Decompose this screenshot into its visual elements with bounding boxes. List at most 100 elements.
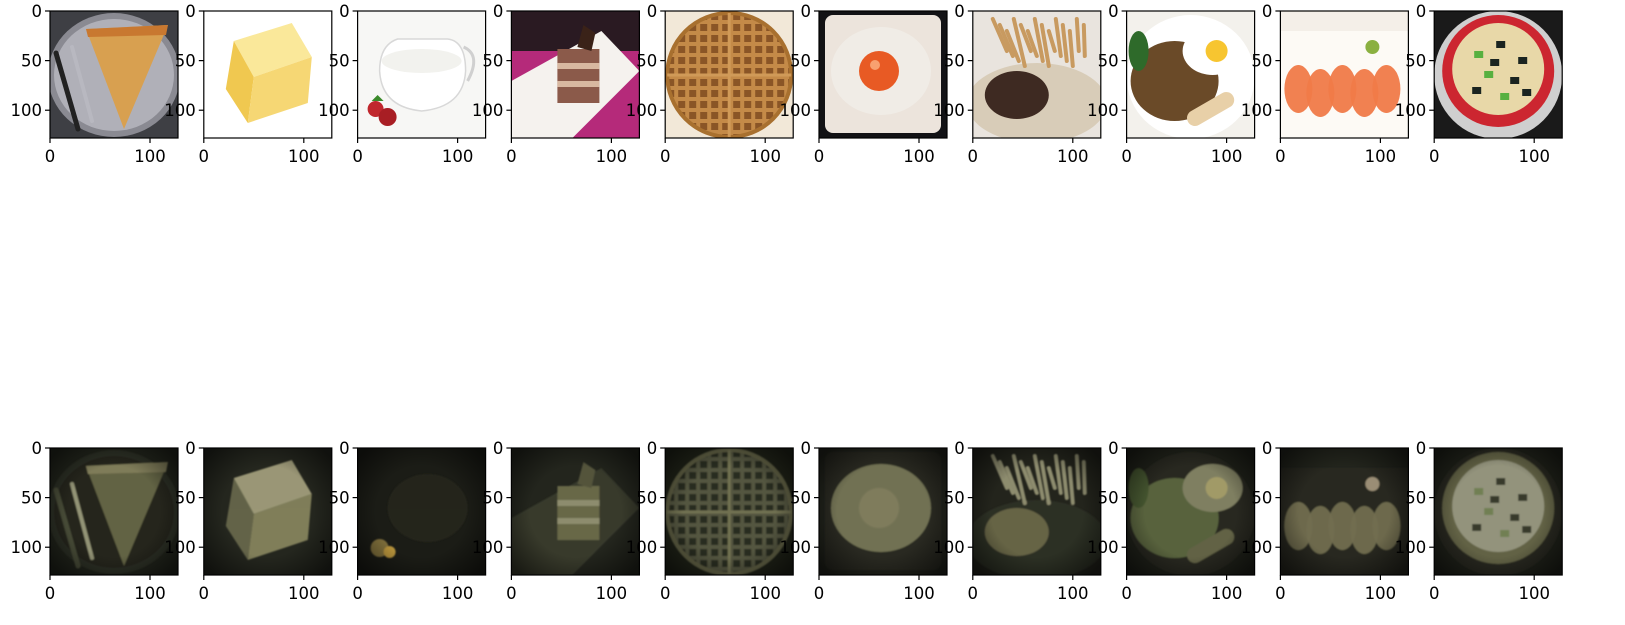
y-tick-label: 50 (790, 52, 811, 71)
reconstructed-panel-0: 0 100 0 50 100 (11, 439, 179, 603)
x-tick-label: 100 (596, 584, 628, 603)
reconstructed-panel-8-axes-frame (1279, 447, 1410, 576)
x-tick-label: 100 (903, 147, 935, 166)
x-tick-label: 100 (288, 584, 320, 603)
reconstructed-panel-6: 0 100 0 50 100 (933, 439, 1102, 603)
chocolate-cake-image (511, 11, 640, 138)
x-tick-label: 0 (1275, 147, 1286, 166)
y-tick-label: 100 (780, 538, 812, 557)
noodles-with-egg-image (1126, 11, 1255, 138)
x-tick-label: 100 (1365, 584, 1397, 603)
reconstruction-pizza-image (50, 448, 178, 575)
original-panel-7: 0 100 0 50 100 (1087, 2, 1256, 166)
y-tick-label: 100 (933, 538, 965, 557)
original-panel-4: 0 100 0 50 100 (626, 2, 794, 166)
y-tick-label: 100 (1087, 101, 1119, 120)
y-tick-label: 100 (1241, 538, 1273, 557)
y-tick-label: 50 (482, 489, 503, 508)
x-tick-label: 100 (1057, 147, 1089, 166)
reconstruction-butter-image (203, 448, 332, 575)
x-tick-label: 0 (506, 147, 517, 166)
reconstructed-panel-6-axes-frame (972, 447, 1102, 576)
x-tick-label: 100 (749, 584, 781, 603)
y-tick-label: 0 (1416, 2, 1427, 21)
reconstruction-egg-image (819, 448, 947, 575)
y-tick-label: 50 (636, 52, 657, 71)
original-panel-1: 0 100 0 50 100 (164, 2, 333, 166)
x-tick-label: 100 (134, 584, 166, 603)
x-tick-label: 0 (660, 147, 671, 166)
y-tick-label: 100 (1395, 538, 1427, 557)
x-tick-label: 0 (1275, 584, 1286, 603)
y-tick-label: 50 (482, 52, 503, 71)
x-tick-label: 0 (45, 584, 56, 603)
x-tick-label: 100 (288, 147, 320, 166)
steak-with-fries-image (972, 11, 1101, 138)
y-tick-label: 50 (1098, 489, 1119, 508)
salmon-sashimi-image (1280, 11, 1409, 138)
y-tick-label: 0 (32, 2, 43, 21)
y-tick-label: 50 (790, 489, 811, 508)
original-panel-9-axes-frame (1433, 10, 1563, 139)
y-tick-label: 100 (933, 101, 965, 120)
reconstruction-noodles-image (1126, 448, 1255, 575)
reconstructed-panel-2: 0 100 0 50 100 (318, 439, 487, 603)
reconstructed-panel-2-axes-frame (357, 447, 487, 576)
y-tick-label: 0 (801, 439, 812, 458)
y-tick-label: 100 (472, 101, 504, 120)
reconstruction-steak-image (972, 448, 1101, 575)
x-tick-label: 0 (814, 147, 825, 166)
y-tick-label: 50 (175, 489, 196, 508)
original-panel-6: 0 100 0 50 100 (933, 2, 1102, 166)
original-panel-8: 0 100 0 50 100 (1241, 2, 1410, 166)
y-tick-label: 0 (1262, 2, 1273, 21)
y-tick-label: 100 (318, 101, 350, 120)
original-panel-6-axes-frame (972, 10, 1102, 139)
x-tick-label: 100 (1211, 584, 1243, 603)
original-panel-2: 0 100 0 50 100 (318, 2, 487, 166)
x-tick-label: 0 (1429, 584, 1440, 603)
y-tick-label: 100 (472, 538, 504, 557)
y-tick-label: 0 (1108, 2, 1119, 21)
y-tick-label: 100 (11, 538, 43, 557)
y-tick-label: 0 (954, 2, 965, 21)
milk-jug-image (357, 11, 486, 138)
original-panel-9: 0 100 0 50 100 (1395, 2, 1563, 166)
x-tick-label: 0 (1121, 584, 1132, 603)
reconstructed-panel-4: 0 100 0 50 100 (626, 439, 794, 603)
original-panel-2-axes-frame (357, 10, 487, 139)
x-tick-label: 0 (352, 147, 363, 166)
x-tick-label: 100 (1365, 147, 1397, 166)
y-tick-label: 0 (339, 439, 350, 458)
y-tick-label: 0 (1262, 439, 1273, 458)
y-tick-label: 50 (21, 489, 42, 508)
x-tick-label: 100 (134, 147, 166, 166)
x-tick-label: 100 (596, 147, 628, 166)
y-tick-label: 0 (1108, 439, 1119, 458)
original-panel-1-axes-frame (203, 10, 333, 139)
x-tick-label: 0 (814, 584, 825, 603)
x-tick-label: 0 (506, 584, 517, 603)
y-tick-label: 50 (1405, 489, 1426, 508)
x-tick-label: 0 (968, 147, 979, 166)
reconstructed-panel-9-axes-frame (1433, 447, 1563, 576)
x-tick-label: 0 (45, 147, 56, 166)
y-tick-label: 100 (780, 101, 812, 120)
y-tick-label: 0 (1416, 439, 1427, 458)
reconstruction-milk-image (357, 448, 486, 575)
fried-egg-image (819, 11, 947, 138)
x-tick-label: 100 (749, 147, 781, 166)
reconstructed-panel-1: 0 100 0 50 100 (164, 439, 333, 603)
y-tick-label: 0 (954, 439, 965, 458)
y-tick-label: 50 (1251, 489, 1272, 508)
x-tick-label: 100 (442, 584, 474, 603)
reconstructed-panel-0-axes-frame (49, 447, 179, 576)
reconstructed-panel-3-axes-frame (510, 447, 640, 576)
x-tick-label: 0 (1429, 147, 1440, 166)
x-tick-label: 100 (903, 584, 935, 603)
reconstructed-panel-9: 0 100 0 50 100 (1395, 439, 1563, 603)
reconstructed-panel-8: 0 100 0 50 100 (1241, 439, 1410, 603)
y-tick-label: 0 (801, 2, 812, 21)
pizza-slice-image (50, 11, 178, 138)
